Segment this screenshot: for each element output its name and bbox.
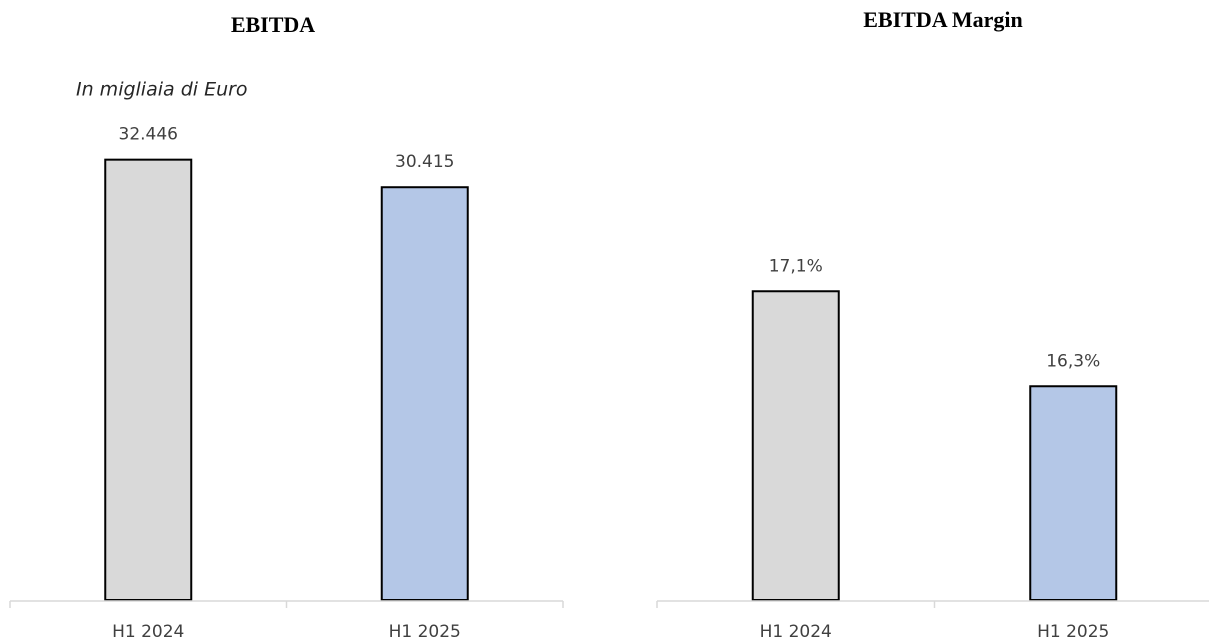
bar (1029, 385, 1118, 601)
chart-subtitle: In migliaia di Euro (76, 79, 248, 101)
bar (104, 158, 193, 601)
value-label: 30.415 (395, 152, 454, 172)
value-label: 32.446 (119, 125, 178, 145)
x-tick-label: H1 2024 (112, 622, 184, 642)
value-label: 17,1% (769, 256, 823, 276)
chart-title: EBITDA Margin (863, 7, 1023, 32)
x-tick-label: H1 2025 (389, 622, 461, 642)
x-tick-label: H1 2025 (1037, 622, 1109, 642)
bar (380, 186, 469, 601)
chart-title: EBITDA (231, 12, 315, 37)
bar (751, 290, 840, 601)
x-tick-label: H1 2024 (760, 622, 832, 642)
value-label: 16,3% (1046, 351, 1100, 371)
